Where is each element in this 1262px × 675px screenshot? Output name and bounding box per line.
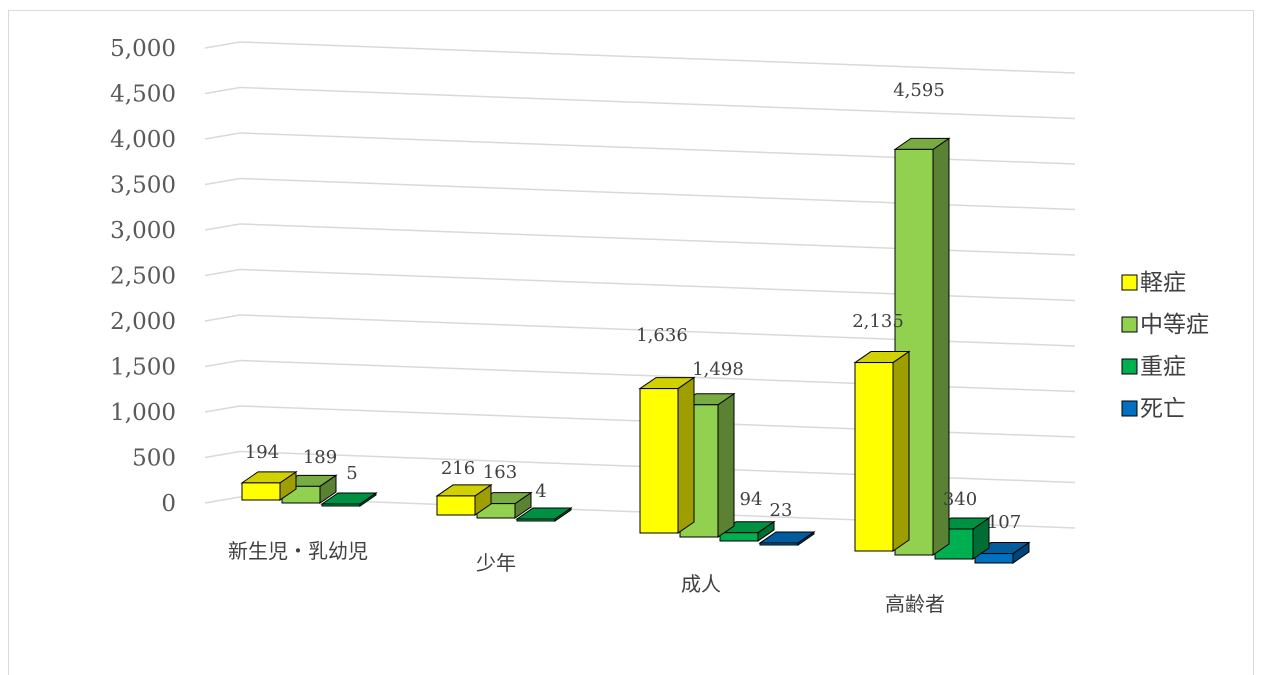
legend-label: 軽症 — [1140, 270, 1186, 296]
data-label: 340 — [943, 489, 977, 510]
category-label: 成人 — [681, 572, 721, 596]
data-label: 4,595 — [893, 80, 945, 101]
data-label: 1,498 — [692, 359, 744, 380]
gridline-left — [204, 223, 241, 231]
y-tick-label: 2,500 — [110, 264, 176, 290]
category-labels: 新生児・乳幼児少年成人高齢者 — [228, 539, 945, 616]
bar-side — [892, 350, 910, 552]
chart-frame — [8, 10, 1254, 675]
category-label: 高齢者 — [885, 592, 945, 616]
gridline-left — [204, 314, 241, 322]
category-label: 新生児・乳幼児 — [228, 539, 368, 563]
y-tick-label: 4,500 — [110, 82, 176, 108]
bar — [516, 518, 556, 522]
data-label: 5 — [346, 463, 357, 484]
data-label: 94 — [740, 489, 763, 510]
legend-swatch — [1121, 358, 1138, 375]
legend-label: 中等症 — [1140, 312, 1209, 338]
y-tick-label: 0 — [161, 491, 176, 517]
y-tick-label: 2,000 — [110, 309, 176, 335]
data-label: 194 — [245, 442, 279, 463]
gridline — [239, 86, 1076, 120]
gridline-left — [204, 86, 241, 95]
gridline-left — [204, 405, 241, 413]
data-label: 4 — [535, 481, 546, 502]
bar — [436, 495, 476, 516]
bar — [759, 542, 799, 546]
gridline-left — [204, 450, 241, 459]
gridline-left — [204, 496, 241, 504]
bar — [974, 553, 1014, 564]
bar — [241, 482, 281, 501]
legend-swatch — [1121, 274, 1138, 291]
legend-swatch — [1121, 400, 1138, 417]
legend-label: 重症 — [1140, 354, 1186, 380]
y-tick-label: 5,000 — [110, 36, 176, 62]
gridline — [239, 41, 1076, 74]
data-label: 216 — [441, 458, 475, 479]
y-tick-label: 1,000 — [110, 400, 176, 426]
gridline-left — [204, 41, 241, 49]
data-label: 2,135 — [852, 311, 904, 332]
bar — [639, 388, 679, 534]
bars — [240, 137, 1031, 564]
y-tick-label: 500 — [132, 446, 176, 472]
data-label: 1,636 — [636, 325, 688, 346]
gridline-left — [204, 359, 241, 368]
gridline — [239, 268, 1076, 302]
bar — [854, 362, 894, 552]
bar — [321, 503, 361, 507]
bar-side — [677, 376, 695, 534]
gridline-left — [204, 132, 241, 140]
y-tick-label: 1,500 — [110, 355, 176, 381]
y-tick-label: 3,000 — [110, 218, 176, 244]
y-tick-label: 3,500 — [110, 173, 176, 199]
legend-swatch — [1121, 316, 1138, 333]
data-label: 189 — [303, 447, 337, 468]
data-label: 107 — [987, 512, 1021, 533]
legend-label: 死亡 — [1140, 396, 1186, 422]
data-label: 163 — [483, 462, 517, 483]
bar-side — [717, 392, 735, 538]
gridline — [239, 223, 1076, 256]
y-tick-label: 4,000 — [110, 127, 176, 153]
gridline-left — [204, 177, 241, 186]
gridline-left — [204, 268, 241, 277]
gridline — [239, 177, 1076, 211]
bar — [719, 532, 759, 542]
data-label: 23 — [770, 500, 793, 521]
gridline — [239, 132, 1076, 165]
category-label: 少年 — [476, 551, 516, 575]
y-axis-tick-labels: 0 500 1,000 1,500 2,000 2,500 3,000 3,500 4,000 4… — [110, 36, 176, 517]
